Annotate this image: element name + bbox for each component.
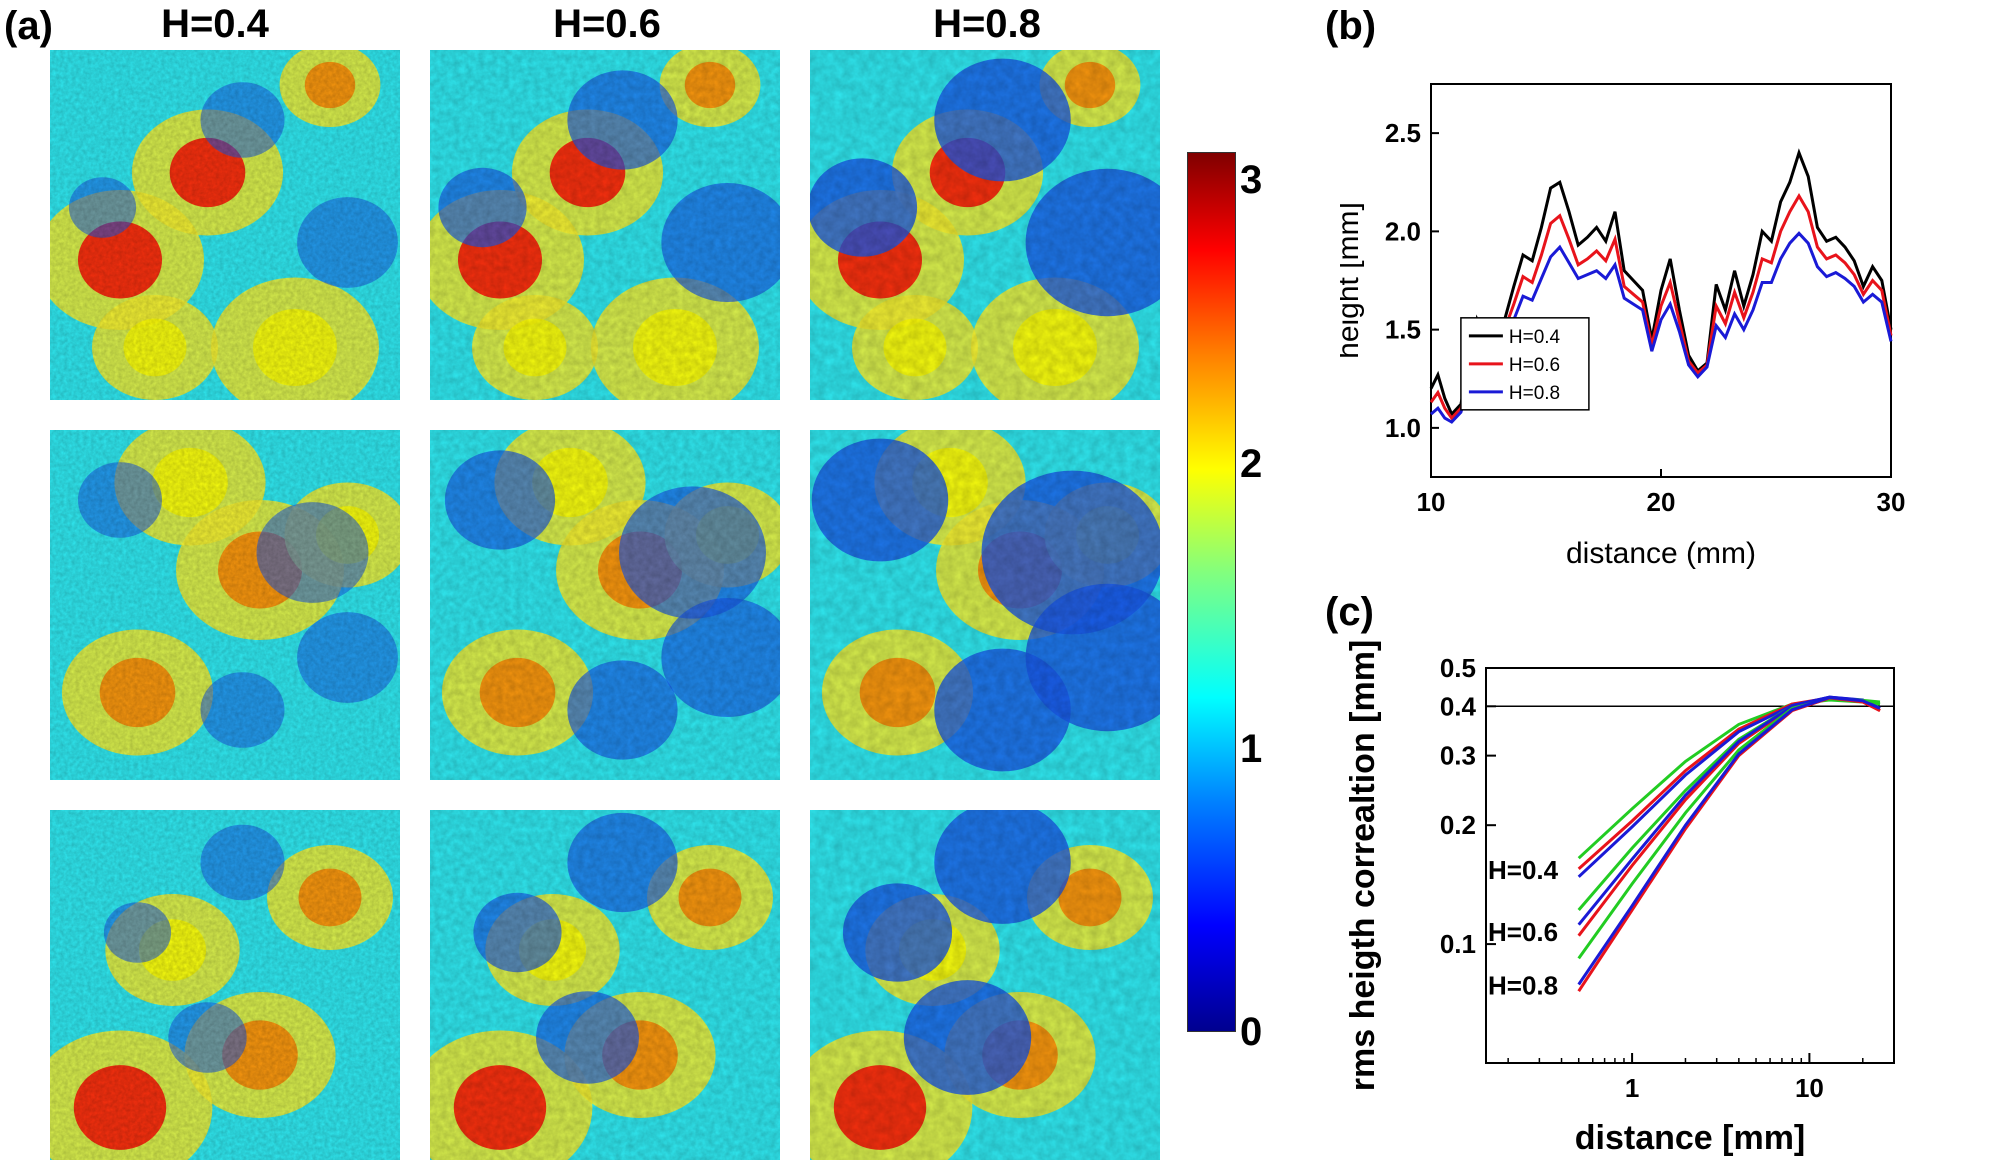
correlation-curve-8 — [1579, 698, 1880, 991]
map-noise — [810, 430, 1160, 780]
curve-group-label: H=0.4 — [1488, 855, 1559, 885]
curve-group-label: H=0.6 — [1488, 917, 1558, 947]
correlation-curve-2 — [1579, 698, 1880, 869]
x-axis-label: distance (mm) — [1566, 537, 1756, 570]
surface-map-r1-c1 — [50, 50, 400, 400]
plot-frame — [1431, 84, 1891, 477]
panel-label-c: (c) — [1325, 590, 1374, 635]
map-noise — [430, 50, 780, 400]
surface-map-r2-c2 — [430, 430, 780, 780]
x-tick-label: 1 — [1625, 1073, 1639, 1103]
y-axis-label: rms heigth correaltion [mm] — [1344, 640, 1382, 1091]
colorbar-tick-0: 0 — [1240, 1010, 1262, 1055]
y-axis-label: height [mm] — [1340, 202, 1365, 359]
y-tick-label: 0.5 — [1440, 653, 1476, 683]
x-tick-label: 20 — [1647, 487, 1676, 517]
rms-correlation-chart: 1 10 0.1 0.2 0.3 0.4 0.5 distance [mm] rms heigt… — [1340, 640, 2006, 1158]
x-tick-label: 30 — [1877, 487, 1906, 517]
y-tick-label: 2.5 — [1385, 118, 1421, 148]
map-noise — [50, 50, 400, 400]
column-title-h08: H=0.8 — [812, 2, 1162, 47]
x-tick-label: 10 — [1795, 1073, 1824, 1103]
column-title-h06: H=0.6 — [432, 2, 782, 47]
y-tick-label: 1.5 — [1385, 315, 1421, 345]
map-noise — [50, 430, 400, 780]
curve-group-label: H=0.8 — [1488, 971, 1558, 1001]
map-noise — [50, 810, 400, 1160]
y-tick-label: 0.2 — [1440, 810, 1476, 840]
surface-map-r2-c3 — [810, 430, 1160, 780]
legend-label: H=0.8 — [1509, 383, 1560, 404]
colorbar-tick-1: 1 — [1240, 727, 1262, 772]
surface-map-r2-c1 — [50, 430, 400, 780]
colorbar — [1187, 152, 1236, 1032]
x-axis-label: distance [mm] — [1575, 1119, 1806, 1157]
y-tick-label: 1.0 — [1385, 413, 1421, 443]
map-noise — [810, 810, 1160, 1160]
y-tick-label: 0.4 — [1440, 691, 1477, 721]
surface-map-r1-c2 — [430, 50, 780, 400]
y-tick-label: 2.0 — [1385, 216, 1421, 246]
column-title-h04: H=0.4 — [40, 2, 390, 47]
colorbar-tick-2: 2 — [1240, 442, 1262, 487]
colorbar-tick-3: 3 — [1240, 158, 1262, 203]
panel-label-b: (b) — [1325, 4, 1376, 49]
surface-map-r1-c3 — [810, 50, 1160, 400]
surface-map-r3-c3 — [810, 810, 1160, 1160]
y-tick-label: 0.3 — [1440, 741, 1476, 771]
surface-map-r3-c1 — [50, 810, 400, 1160]
legend-label: H=0.6 — [1509, 355, 1560, 376]
height-profile-chart: 10 20 30 1.0 1.5 2.0 2.5 distance (mm) height [m… — [1340, 60, 2006, 600]
x-tick-label: 10 — [1417, 487, 1446, 517]
y-tick-label: 0.1 — [1440, 929, 1476, 959]
map-noise — [430, 430, 780, 780]
map-noise — [430, 810, 780, 1160]
map-noise — [810, 50, 1160, 400]
correlation-curve-3 — [1579, 697, 1880, 877]
legend-label: H=0.4 — [1509, 327, 1561, 348]
surface-map-r3-c2 — [430, 810, 780, 1160]
